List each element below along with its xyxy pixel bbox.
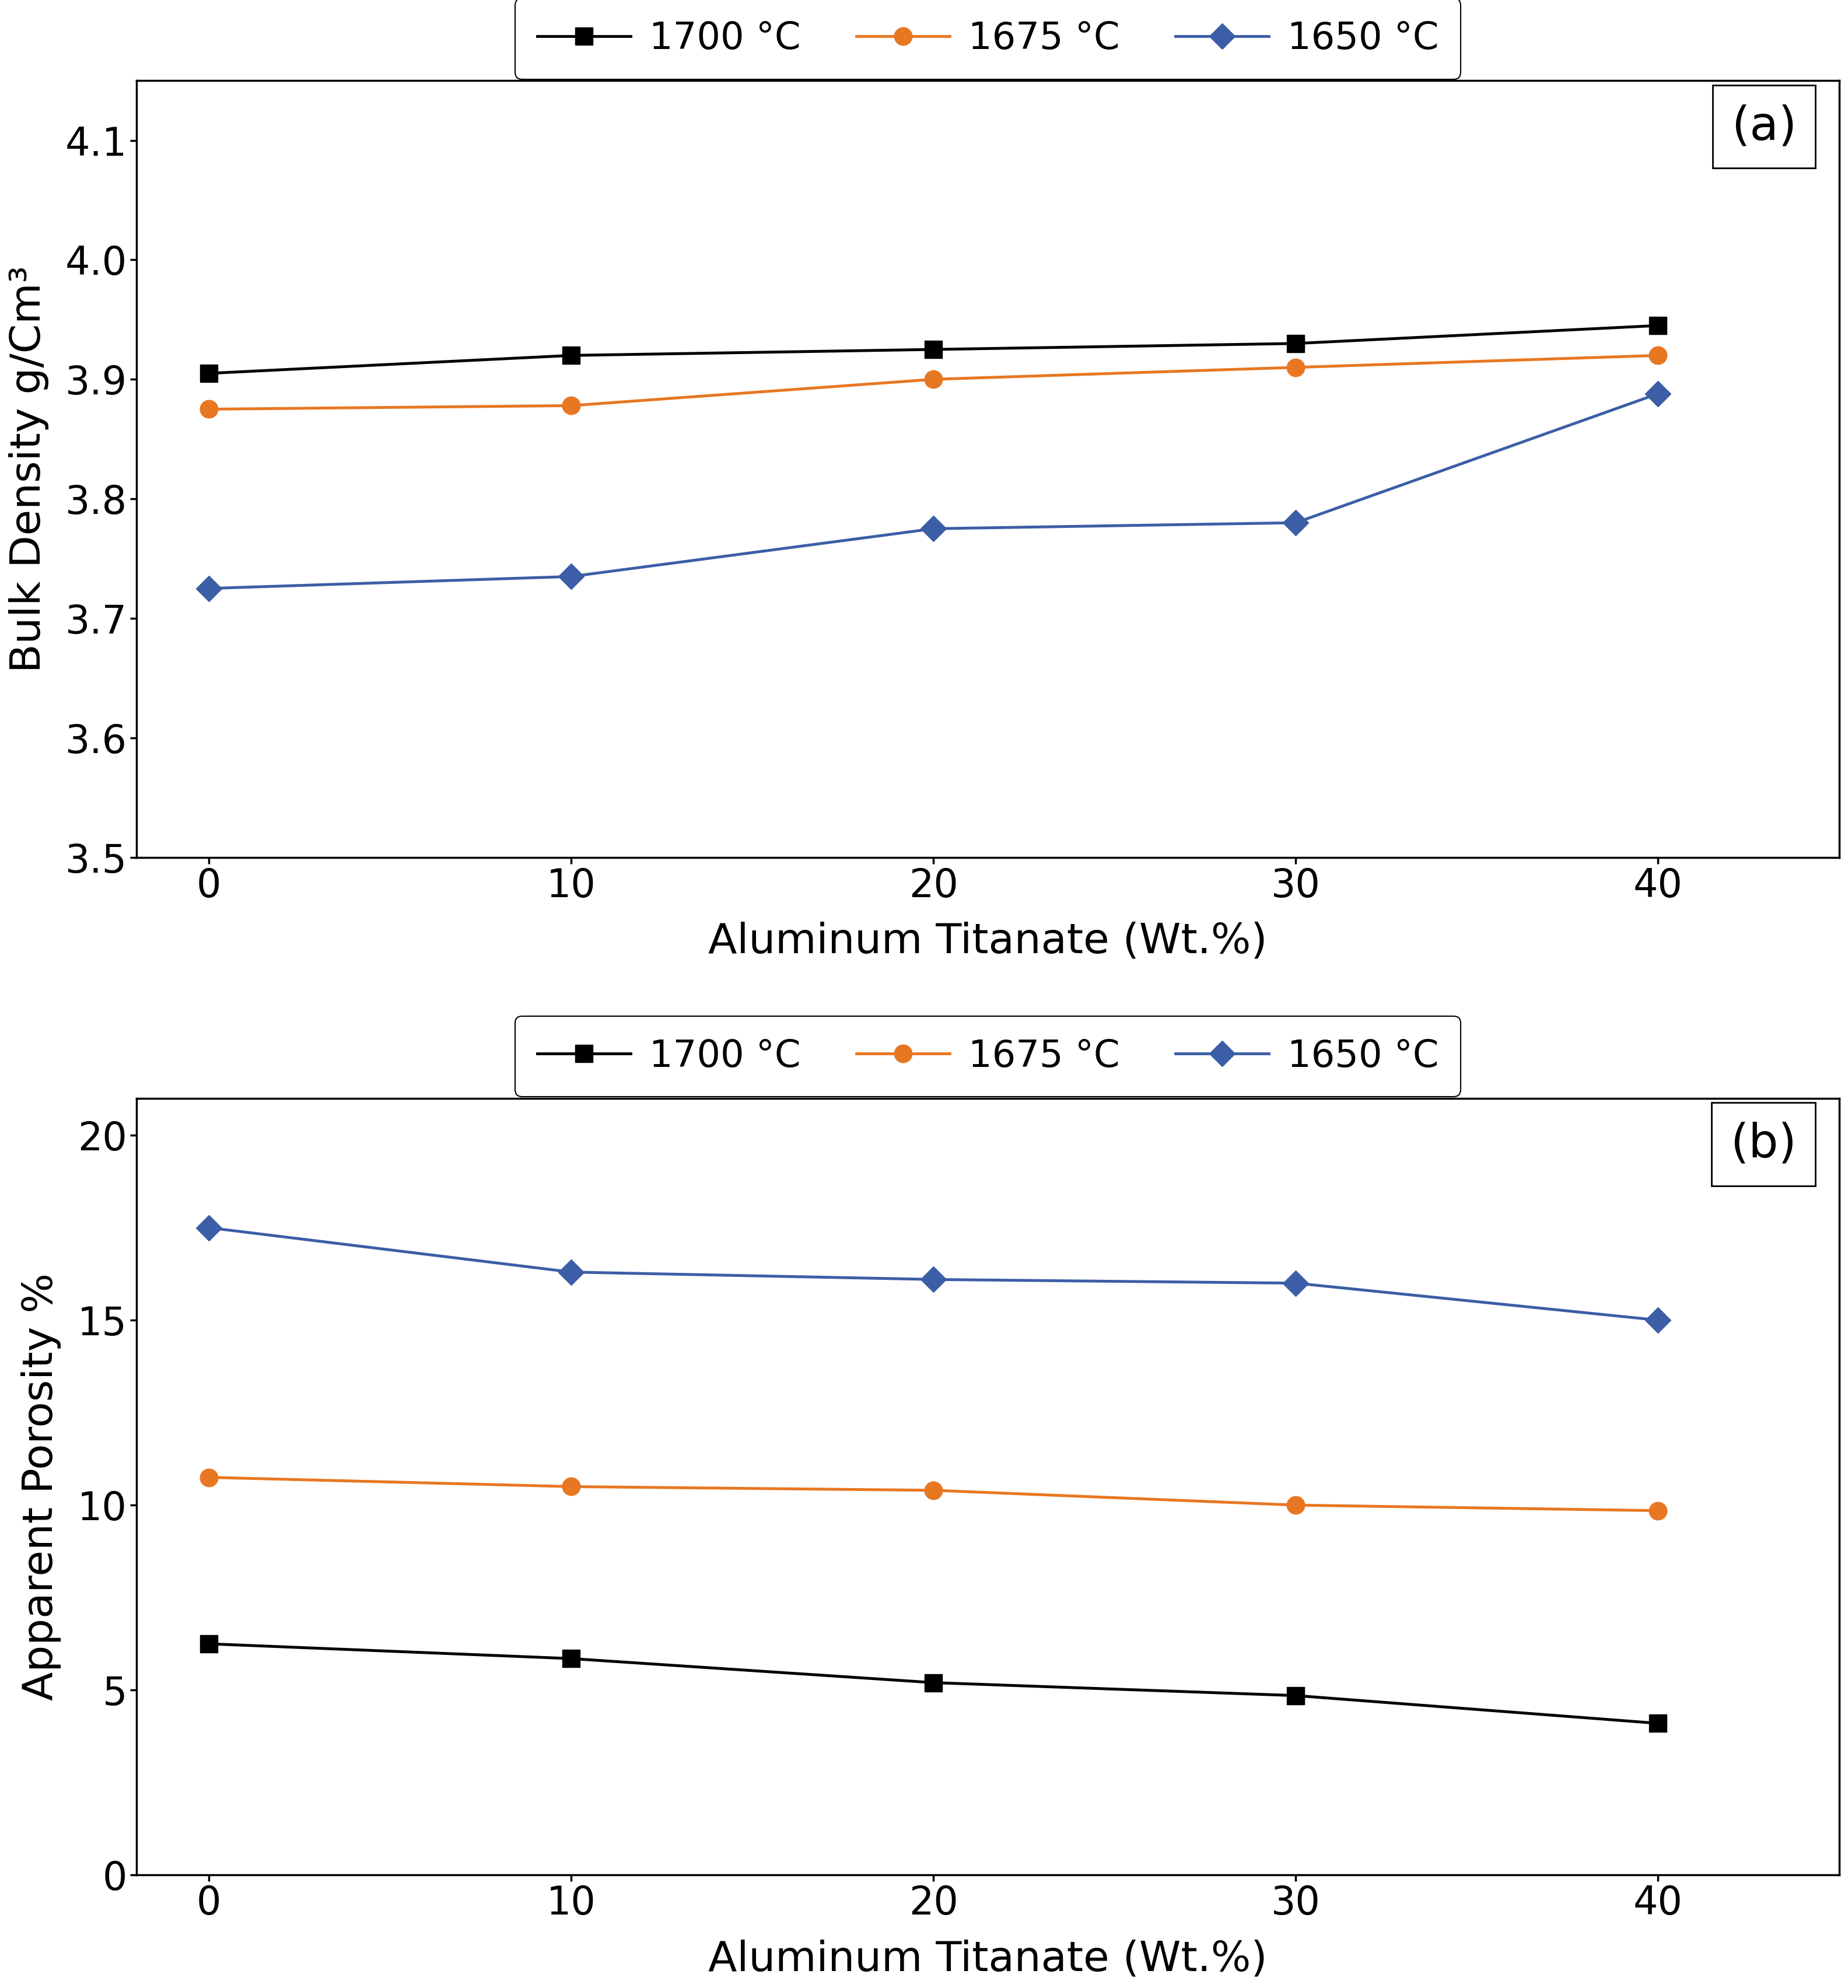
1675 °C — [922, 368, 944, 392]
X-axis label: Aluminum Titanate (Wt.%): Aluminum Titanate (Wt.%) — [708, 1938, 1268, 1980]
1700 °C — [1284, 1684, 1307, 1708]
1650 °C — [922, 1268, 944, 1292]
Legend: 1700 °C, 1675 °C, 1650 °C: 1700 °C, 1675 °C, 1650 °C — [516, 1016, 1460, 1097]
Line: 1675 °C: 1675 °C — [200, 1469, 1667, 1519]
Text: (b): (b) — [1730, 1121, 1796, 1167]
1675 °C — [922, 1479, 944, 1503]
Line: 1700 °C: 1700 °C — [200, 316, 1667, 382]
Line: 1650 °C: 1650 °C — [200, 1219, 1667, 1330]
1700 °C — [560, 344, 582, 368]
1675 °C — [198, 1465, 220, 1489]
1650 °C — [198, 577, 220, 600]
X-axis label: Aluminum Titanate (Wt.%): Aluminum Titanate (Wt.%) — [708, 920, 1268, 962]
1700 °C — [1284, 332, 1307, 356]
1700 °C — [922, 338, 944, 362]
Legend: 1700 °C, 1675 °C, 1650 °C: 1700 °C, 1675 °C, 1650 °C — [516, 0, 1460, 80]
Text: (a): (a) — [1732, 103, 1796, 149]
1650 °C — [198, 1217, 220, 1241]
1650 °C — [1647, 382, 1669, 406]
1675 °C — [1647, 1499, 1669, 1523]
1700 °C — [922, 1670, 944, 1694]
1700 °C — [1647, 1712, 1669, 1736]
1650 °C — [560, 1260, 582, 1284]
1675 °C — [560, 1475, 582, 1499]
Y-axis label: Bulk Density g/Cm³: Bulk Density g/Cm³ — [9, 266, 50, 672]
1650 °C — [560, 565, 582, 588]
1675 °C — [1647, 344, 1669, 368]
1650 °C — [1647, 1308, 1669, 1332]
1650 °C — [1284, 511, 1307, 535]
Y-axis label: Apparent Porosity %: Apparent Porosity % — [20, 1272, 61, 1700]
1675 °C — [1284, 1493, 1307, 1517]
1650 °C — [922, 517, 944, 541]
Line: 1700 °C: 1700 °C — [200, 1634, 1667, 1732]
Line: 1675 °C: 1675 °C — [200, 346, 1667, 417]
1650 °C — [1284, 1270, 1307, 1294]
1675 °C — [198, 398, 220, 421]
1700 °C — [198, 362, 220, 386]
1700 °C — [560, 1646, 582, 1670]
1675 °C — [560, 394, 582, 417]
Line: 1650 °C: 1650 °C — [200, 386, 1667, 596]
1675 °C — [1284, 356, 1307, 380]
1700 °C — [198, 1632, 220, 1656]
1700 °C — [1647, 314, 1669, 338]
